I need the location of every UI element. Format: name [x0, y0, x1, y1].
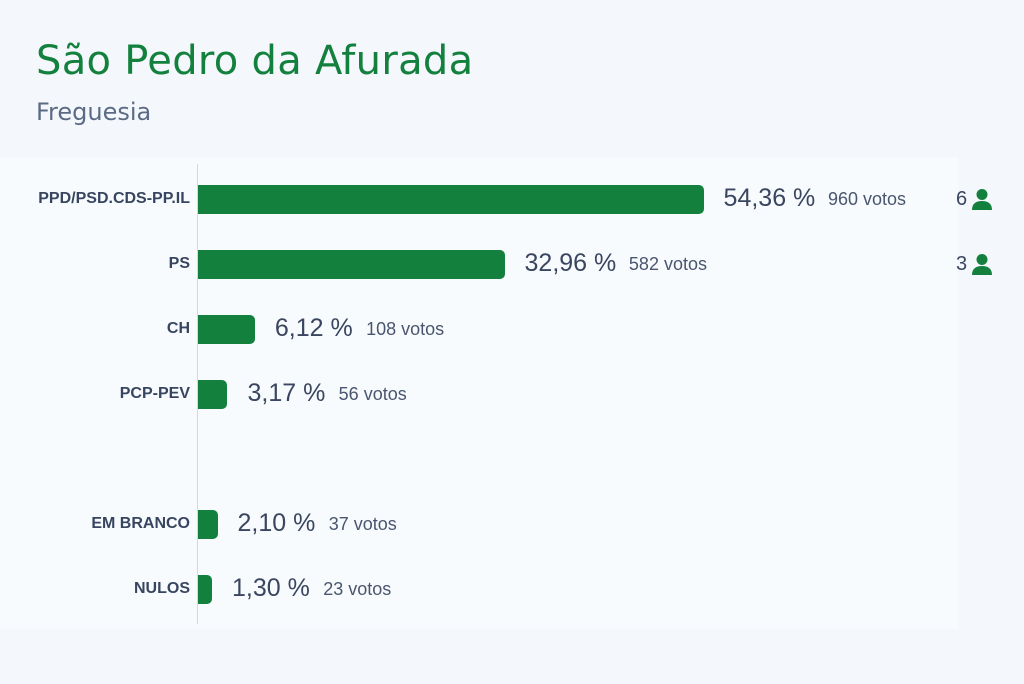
person-icon [971, 253, 993, 275]
votes-label: 582 votos [628, 253, 707, 274]
category-label: PCP-PEV [119, 384, 190, 402]
votes-label: 56 votos [338, 383, 407, 404]
page-title: São Pedro da Afurada [36, 38, 474, 84]
bar [198, 315, 255, 344]
category-label: EM BRANCO [91, 514, 190, 532]
category-label: NULOS [134, 579, 190, 597]
person-icon [971, 188, 993, 210]
percentage-label: 2,10 % [237, 508, 316, 537]
seats-number: 3 [956, 252, 968, 275]
percentage-label: 6,12 % [274, 313, 353, 342]
seats-count: 3 [956, 253, 993, 276]
seats-count: 6 [956, 188, 993, 211]
percentage-label: 54,36 % [723, 183, 816, 212]
category-label: PPD/PSD.CDS-PP.IL [38, 189, 190, 207]
page-subtitle: Freguesia [36, 98, 152, 126]
chart-axis-line [197, 164, 198, 624]
percentage-label: 3,17 % [247, 378, 326, 407]
chart-panel [0, 157, 958, 629]
votes-label: 23 votos [323, 578, 392, 599]
category-label: CH [166, 319, 190, 337]
votes-label: 108 votos [366, 318, 445, 339]
percentage-label: 1,30 % [232, 573, 310, 602]
bar [198, 250, 505, 279]
bar [198, 185, 704, 214]
category-label: PS [168, 254, 190, 272]
votes-label: 37 votos [328, 513, 397, 534]
seats-number: 6 [956, 187, 968, 210]
bar [198, 380, 228, 409]
votes-label: 960 votos [827, 188, 906, 209]
bar [198, 510, 218, 539]
percentage-label: 32,96 % [524, 248, 617, 277]
bar [198, 575, 212, 604]
